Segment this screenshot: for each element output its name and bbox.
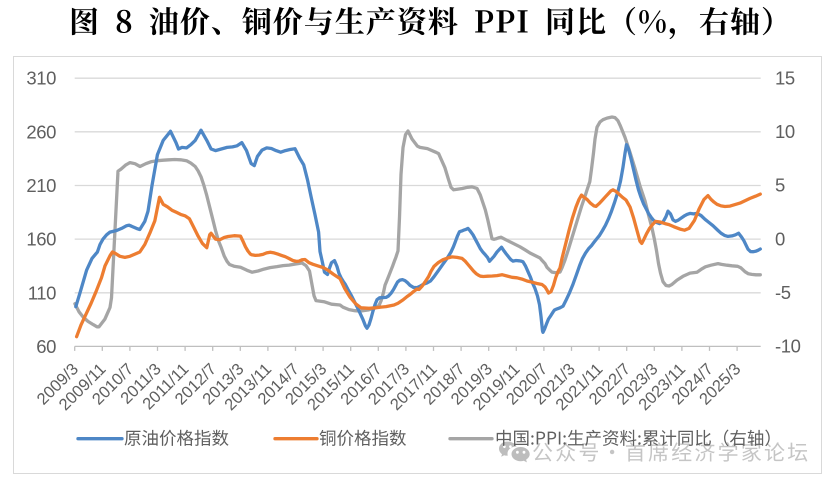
svg-text:15: 15: [775, 67, 795, 88]
svg-text:160: 160: [26, 229, 56, 250]
svg-text:-5: -5: [775, 282, 791, 303]
svg-text:0: 0: [775, 228, 785, 249]
svg-text:210: 210: [26, 175, 56, 196]
svg-text:260: 260: [26, 121, 56, 142]
svg-text:10: 10: [775, 121, 795, 142]
svg-text:5: 5: [775, 175, 785, 196]
svg-text:110: 110: [28, 282, 56, 303]
svg-text:310: 310: [26, 68, 56, 89]
svg-text:60: 60: [36, 336, 56, 357]
svg-text:-10: -10: [775, 336, 801, 357]
